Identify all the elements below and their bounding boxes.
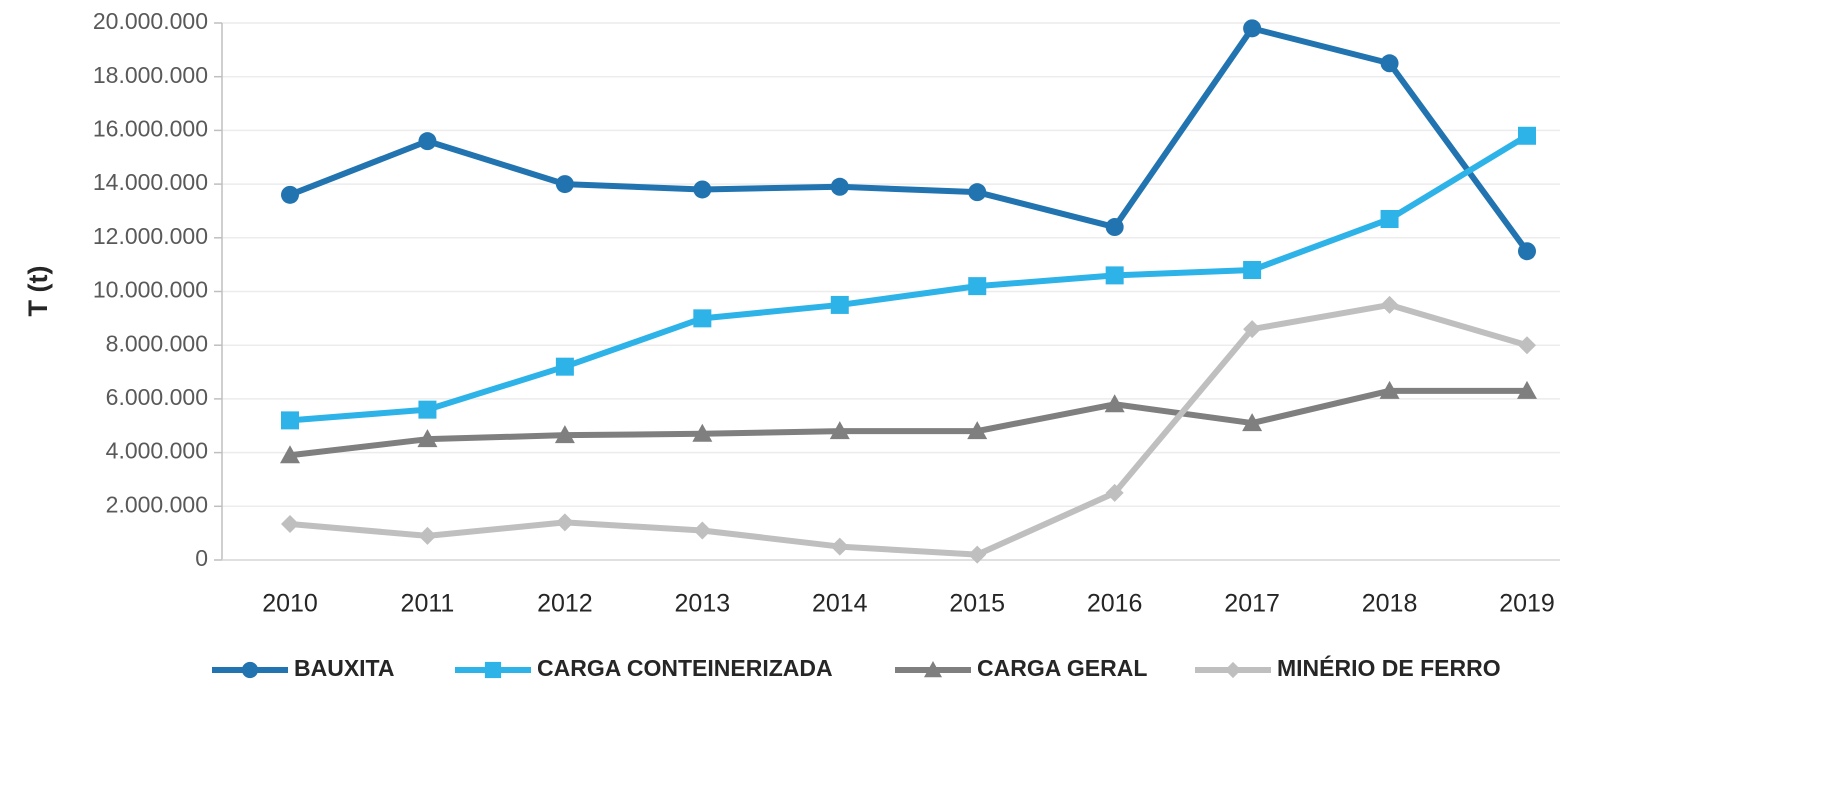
x-tick-label: 2013 <box>675 590 731 618</box>
series-line <box>289 301 1528 558</box>
marker <box>281 185 299 204</box>
marker <box>1105 483 1124 502</box>
series-line <box>289 387 1527 459</box>
legend-item: MINÉRIO DE FERRO <box>1195 654 1501 681</box>
legend-label: BAUXITA <box>294 655 395 681</box>
marker <box>968 183 987 202</box>
marker <box>692 423 713 442</box>
marker <box>418 132 437 151</box>
marker <box>1380 210 1399 229</box>
marker <box>1243 261 1262 280</box>
legend-item: CARGA GERAL <box>895 655 1147 681</box>
marker <box>554 425 575 444</box>
marker <box>968 545 987 564</box>
y-tick-label: 8.000.000 <box>106 330 208 356</box>
marker <box>281 515 299 534</box>
marker <box>1379 380 1400 399</box>
y-tick-label: 12.000.000 <box>93 223 208 249</box>
y-tick-label: 2.000.000 <box>106 491 208 517</box>
x-tick-label: 2019 <box>1499 590 1555 618</box>
marker <box>1224 661 1242 679</box>
y-tick-label: 14.000.000 <box>93 169 208 195</box>
marker <box>693 309 712 328</box>
marker <box>924 661 942 678</box>
x-tick-label: 2015 <box>949 590 1005 618</box>
legend-item: CARGA CONTEINERIZADA <box>455 655 833 681</box>
y-tick-label: 10.000.000 <box>93 277 208 303</box>
marker <box>555 175 574 194</box>
y-tick-label: 6.000.000 <box>106 384 208 410</box>
marker <box>968 277 987 296</box>
x-tick-label: 2011 <box>401 590 455 618</box>
marker <box>1518 336 1536 355</box>
series-line <box>289 133 1529 424</box>
marker <box>1104 394 1125 413</box>
marker <box>1242 413 1263 432</box>
marker <box>555 513 574 532</box>
marker <box>830 537 849 556</box>
marker <box>1105 266 1124 285</box>
x-tick-label: 2016 <box>1087 590 1143 618</box>
legend-label: CARGA CONTEINERIZADA <box>537 655 833 681</box>
y-tick-label: 4.000.000 <box>106 438 208 464</box>
marker <box>1243 19 1262 38</box>
y-tick-label: 16.000.000 <box>93 115 208 141</box>
marker <box>1518 242 1536 261</box>
y-tick-label: 18.000.000 <box>93 62 208 88</box>
marker <box>1380 54 1399 73</box>
legend-item: BAUXITA <box>212 655 395 681</box>
marker <box>281 411 299 430</box>
x-tick-label: 2017 <box>1224 590 1280 618</box>
marker <box>1518 126 1536 145</box>
marker <box>484 661 502 679</box>
marker <box>1105 218 1124 237</box>
marker <box>693 521 712 540</box>
y-tick-label: 0 <box>195 545 208 571</box>
marker <box>280 445 300 464</box>
marker <box>830 295 849 314</box>
marker <box>967 421 988 440</box>
marker <box>417 429 438 448</box>
legend-label: MINÉRIO DE FERRO <box>1277 654 1501 681</box>
legend-label: CARGA GERAL <box>977 655 1147 681</box>
marker <box>830 177 849 196</box>
marker <box>1517 380 1537 399</box>
x-tick-label: 2014 <box>812 590 868 618</box>
marker <box>1380 295 1399 314</box>
marker <box>555 357 574 376</box>
marker <box>1243 320 1262 339</box>
y-tick-label: 20.000.000 <box>93 8 208 34</box>
marker <box>829 421 850 440</box>
marker <box>418 526 437 545</box>
series-line <box>288 25 1530 253</box>
x-tick-label: 2012 <box>537 590 593 618</box>
marker <box>693 180 712 199</box>
marker <box>241 661 259 679</box>
y-axis-label: T (t) <box>23 266 53 317</box>
marker <box>418 400 437 419</box>
x-tick-label: 2010 <box>262 590 318 618</box>
x-tick-label: 2018 <box>1362 590 1418 618</box>
